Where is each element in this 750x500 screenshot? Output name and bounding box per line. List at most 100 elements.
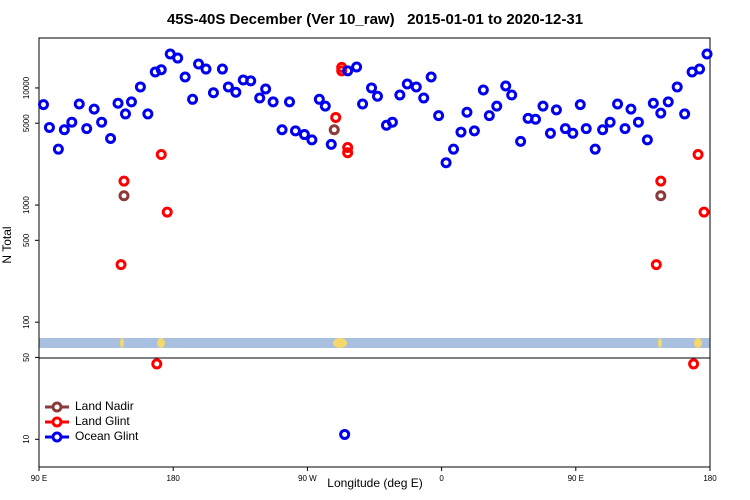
point xyxy=(260,83,272,95)
point xyxy=(37,99,49,111)
point xyxy=(276,124,288,136)
point xyxy=(632,116,644,128)
land-patch xyxy=(120,338,124,348)
point xyxy=(544,127,556,139)
x-tick-label: 90 E xyxy=(568,474,584,483)
point xyxy=(207,87,219,99)
point xyxy=(692,149,704,161)
point xyxy=(386,116,398,128)
point xyxy=(81,123,93,135)
chart-title: 45S-40S December (Ver 10_raw) 2015-01-01… xyxy=(167,11,583,28)
point xyxy=(351,61,363,73)
point xyxy=(289,125,301,137)
surface-band xyxy=(39,338,710,348)
point xyxy=(433,110,445,122)
point xyxy=(448,143,460,155)
legend-marker xyxy=(51,416,63,428)
point xyxy=(688,358,700,370)
point xyxy=(342,142,354,154)
point xyxy=(96,116,108,128)
point xyxy=(230,86,242,98)
point xyxy=(200,63,212,75)
point xyxy=(401,78,413,90)
point xyxy=(267,96,279,108)
x-tick-label: 180 xyxy=(703,474,717,483)
y-tick-label: 50 xyxy=(22,352,31,361)
point xyxy=(410,81,422,93)
point xyxy=(679,108,691,120)
point xyxy=(342,65,354,77)
point xyxy=(342,147,354,159)
point xyxy=(662,96,674,108)
legend-marker xyxy=(51,401,63,413)
point xyxy=(589,143,601,155)
point xyxy=(506,89,518,101)
point xyxy=(105,133,117,145)
legend-label: Ocean Glint xyxy=(75,429,139,443)
point xyxy=(298,129,310,141)
point xyxy=(515,135,527,147)
point xyxy=(701,48,713,60)
x-axis-label: Longitude (deg E) xyxy=(327,476,422,490)
point xyxy=(193,58,205,70)
land-patch xyxy=(658,338,662,348)
point xyxy=(371,90,383,102)
x-tick-label: 90 E xyxy=(31,474,47,483)
point xyxy=(52,143,64,155)
point xyxy=(440,157,452,169)
point xyxy=(366,82,378,94)
point xyxy=(612,98,624,110)
point xyxy=(216,63,228,75)
point xyxy=(313,93,325,105)
point xyxy=(245,75,257,87)
point xyxy=(155,64,167,76)
legend-marker xyxy=(51,431,63,443)
point xyxy=(112,97,124,109)
y-tick-label: 500 xyxy=(22,233,31,247)
point xyxy=(151,358,163,370)
point xyxy=(125,96,137,108)
point xyxy=(580,123,592,135)
y-tick-label: 10000 xyxy=(22,76,31,99)
point xyxy=(597,124,609,136)
point xyxy=(698,206,710,218)
point xyxy=(604,116,616,128)
point xyxy=(625,103,637,115)
land-patch xyxy=(694,338,702,348)
point xyxy=(43,121,55,133)
point xyxy=(325,138,337,150)
point xyxy=(330,111,342,123)
point xyxy=(650,259,662,271)
point xyxy=(468,125,480,137)
point xyxy=(73,98,85,110)
point xyxy=(567,127,579,139)
point xyxy=(336,65,348,77)
point xyxy=(254,92,266,104)
point xyxy=(58,124,70,136)
point xyxy=(550,104,562,116)
point xyxy=(671,81,683,93)
y-axis-label: N Total xyxy=(0,226,14,263)
point xyxy=(118,190,130,202)
x-tick-label: 180 xyxy=(167,474,181,483)
legend-label: Land Nadir xyxy=(75,399,134,413)
point xyxy=(655,190,667,202)
legend-label: Land Glint xyxy=(75,414,130,428)
point xyxy=(115,259,127,271)
point xyxy=(187,93,199,105)
point xyxy=(537,100,549,112)
point xyxy=(418,92,430,104)
point xyxy=(655,107,667,119)
point xyxy=(491,100,503,112)
point xyxy=(477,84,489,96)
point xyxy=(172,52,184,64)
point xyxy=(641,134,653,146)
y-tick-label: 1000 xyxy=(22,196,31,214)
point xyxy=(455,126,467,138)
point xyxy=(483,110,495,122)
point xyxy=(357,98,369,110)
point xyxy=(142,108,154,120)
point xyxy=(134,81,146,93)
point xyxy=(222,81,234,93)
